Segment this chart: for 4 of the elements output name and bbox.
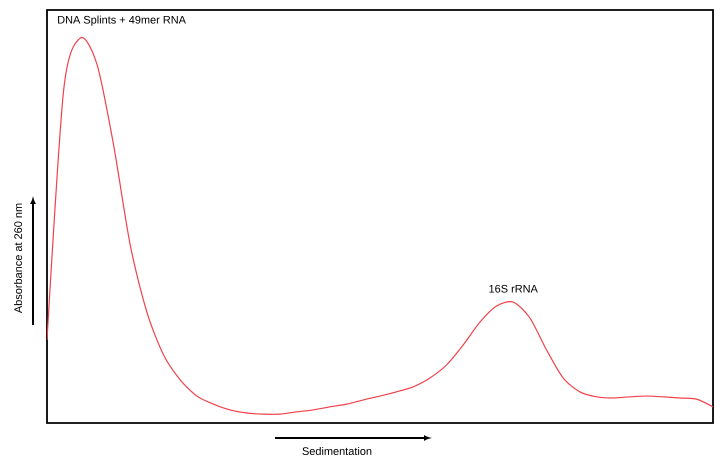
annotation: 16S rRNA [489, 284, 538, 292]
text: DNA Splints + 49mer RNA [58, 15, 186, 26]
y-axis-title: Absorbance at 260 nm [14, 203, 22, 313]
x-axis-title: Sedimentation [302, 446, 372, 455]
